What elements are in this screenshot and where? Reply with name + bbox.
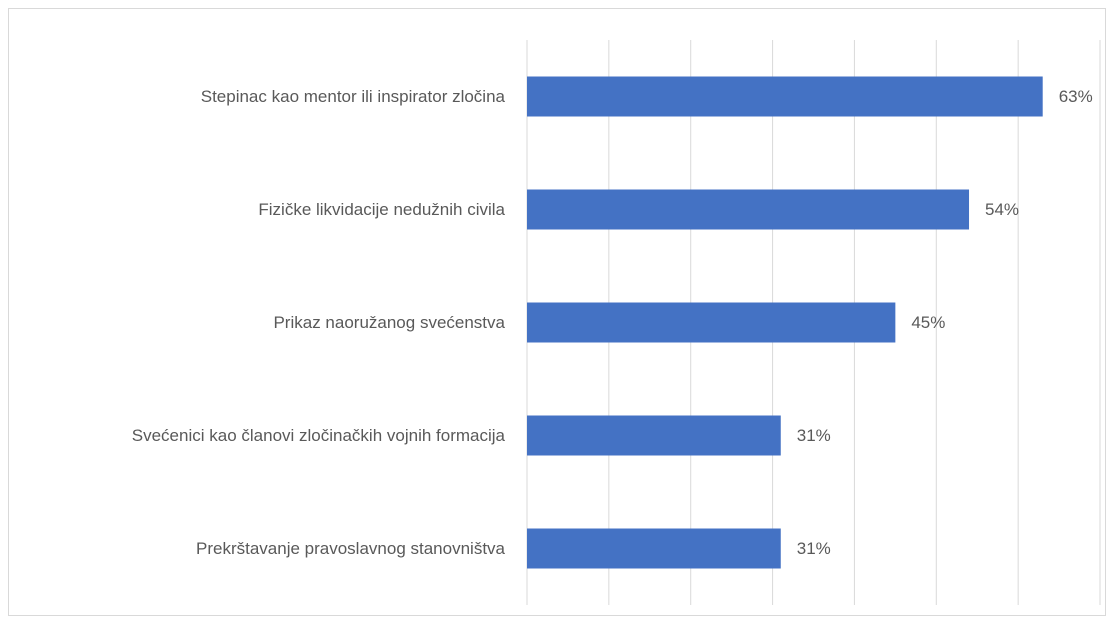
- data-label: 31%: [797, 426, 831, 445]
- y-tick-label: Prekrštavanje pravoslavnog stanovništva: [196, 539, 506, 558]
- data-label: 31%: [797, 539, 831, 558]
- bar: [527, 189, 970, 230]
- data-label: 45%: [911, 313, 945, 332]
- bar: [527, 76, 1043, 117]
- y-tick-label: Stepinac kao mentor ili inspirator zloči…: [201, 87, 506, 106]
- data-label: 54%: [985, 200, 1019, 219]
- bar: [527, 415, 781, 456]
- y-tick-label: Prikaz naoružanog svećenstva: [273, 313, 505, 332]
- y-tick-label: Fizičke likvidacije nedužnih civila: [258, 200, 505, 219]
- bar: [527, 302, 896, 343]
- data-label: 63%: [1059, 87, 1093, 106]
- y-tick-label: Svećenici kao članovi zločinačkih vojnih…: [132, 426, 506, 445]
- bar: [527, 528, 781, 569]
